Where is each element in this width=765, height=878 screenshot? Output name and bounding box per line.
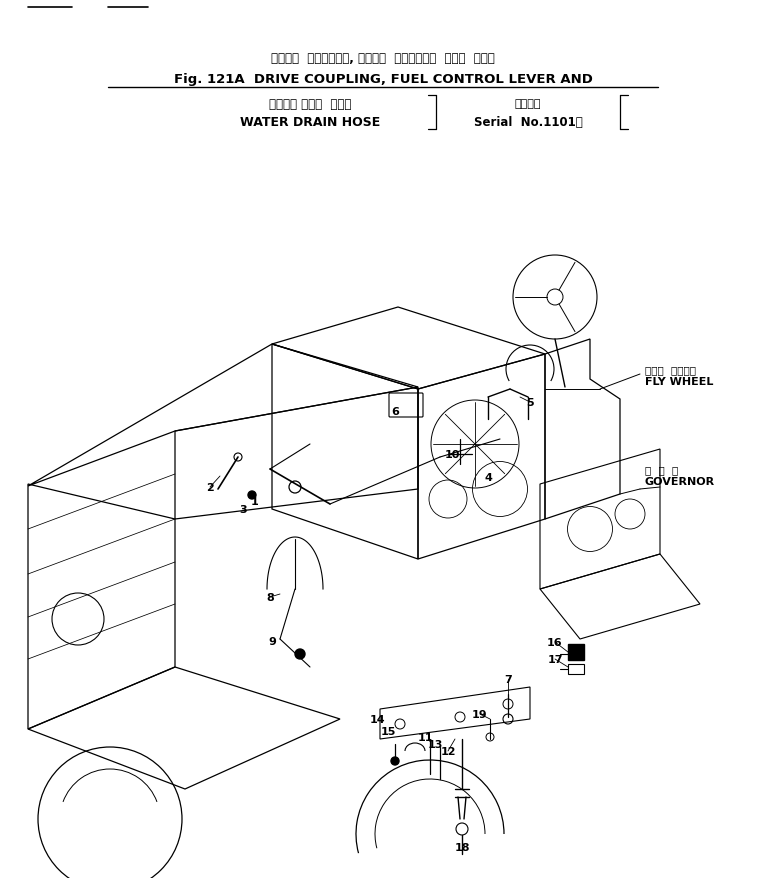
Text: 14: 14: [370, 714, 386, 724]
Text: 10: 10: [444, 450, 460, 459]
Circle shape: [395, 719, 405, 729]
Text: ウォータ ドレン  ホース: ウォータ ドレン ホース: [269, 97, 351, 111]
Circle shape: [486, 733, 494, 741]
Text: 適用号機: 適用号機: [515, 99, 542, 109]
Circle shape: [295, 649, 305, 659]
Circle shape: [248, 492, 256, 500]
Text: ドライブ  カップリング, フゥエル  コントロール  レバー  および: ドライブ カップリング, フゥエル コントロール レバー および: [271, 52, 495, 64]
Text: 1: 1: [251, 496, 259, 507]
Text: 5: 5: [526, 398, 534, 407]
Text: WATER DRAIN HOSE: WATER DRAIN HOSE: [240, 115, 380, 128]
Circle shape: [455, 712, 465, 723]
Text: 13: 13: [428, 739, 443, 749]
Text: 11: 11: [417, 732, 433, 742]
Text: 6: 6: [391, 407, 399, 416]
Text: FLY WHEEL: FLY WHEEL: [645, 377, 714, 386]
Text: 19: 19: [472, 709, 488, 719]
Text: 17: 17: [547, 654, 563, 665]
Text: 8: 8: [266, 593, 274, 602]
Text: 9: 9: [268, 637, 276, 646]
Text: 16: 16: [547, 637, 563, 647]
Text: Serial  No.1101～: Serial No.1101～: [474, 115, 582, 128]
Text: GOVERNOR: GOVERNOR: [645, 477, 715, 486]
Circle shape: [503, 699, 513, 709]
Text: 18: 18: [454, 842, 470, 852]
Text: 12: 12: [440, 746, 456, 756]
Bar: [568, 665, 584, 674]
Text: 7: 7: [504, 674, 512, 684]
Text: フライ  ホイール: フライ ホイール: [645, 364, 696, 375]
Text: 4: 4: [484, 472, 492, 482]
Circle shape: [391, 757, 399, 765]
Text: 15: 15: [380, 726, 396, 736]
Bar: [568, 644, 584, 660]
Text: Fig. 121A  DRIVE COUPLING, FUEL CONTROL LEVER AND: Fig. 121A DRIVE COUPLING, FUEL CONTROL L…: [174, 74, 592, 86]
Text: 3: 3: [239, 505, 247, 515]
Text: 2: 2: [206, 482, 214, 493]
Text: ガ  バ  ナ: ガ バ ナ: [645, 464, 679, 474]
